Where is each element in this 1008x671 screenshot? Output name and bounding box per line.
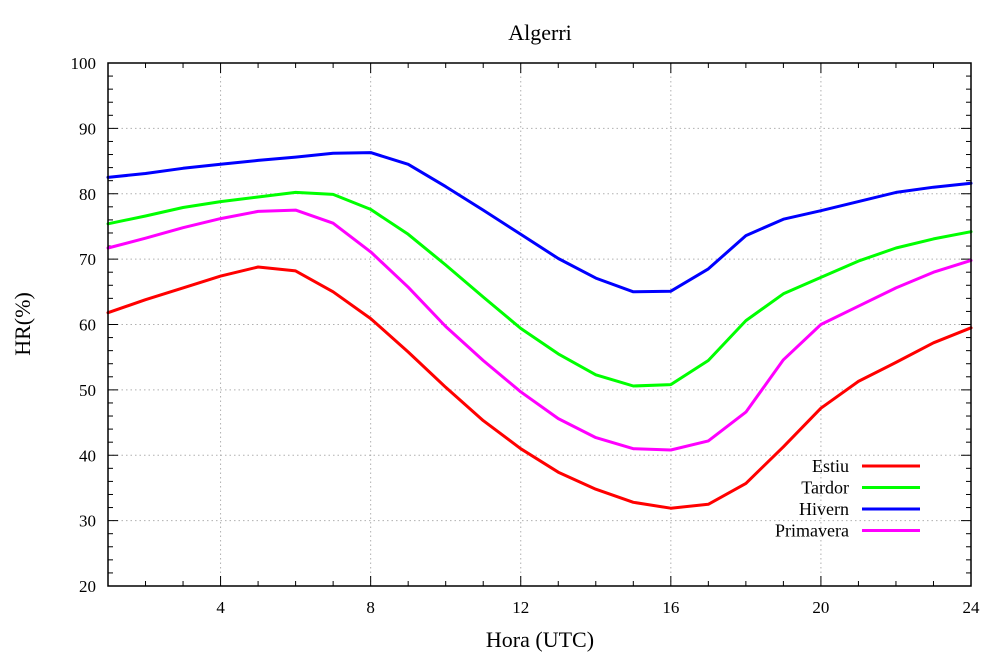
x-tick-label: 4 <box>216 598 225 617</box>
plot-frame <box>107 62 972 587</box>
x-tick-label: 24 <box>963 598 981 617</box>
series-line-hivern <box>106 151 973 294</box>
x-tick-label: 8 <box>366 598 375 617</box>
y-tick-label: 60 <box>79 316 96 335</box>
series-line-primavera <box>106 208 973 452</box>
x-axis-tick-labels: 4 8 12 16 20 24 <box>216 598 980 617</box>
legend-label-estiu: Estiu <box>812 456 849 476</box>
series-line-estiu <box>106 265 973 510</box>
legend-label-tardor: Tardor <box>801 478 849 498</box>
y-tick-label: 30 <box>79 512 96 531</box>
y-axis-label: HR(%) <box>10 292 35 356</box>
series-line-tardor <box>106 190 973 388</box>
y-tick-label: 100 <box>71 54 97 73</box>
y-tick-label: 40 <box>79 446 96 465</box>
x-axis-label: Hora (UTC) <box>486 627 594 652</box>
data-series <box>106 151 973 510</box>
x-tick-label: 12 <box>512 598 529 617</box>
y-axis-tick-labels: 20 30 40 50 60 70 80 90 100 <box>71 54 97 596</box>
legend-label-primavera: Primavera <box>775 521 849 541</box>
y-tick-label: 50 <box>79 381 96 400</box>
y-tick-label: 20 <box>79 577 96 596</box>
y-tick-label: 70 <box>79 250 96 269</box>
y-tick-label: 90 <box>79 119 96 138</box>
x-tick-label: 16 <box>662 598 679 617</box>
x-tick-label: 20 <box>812 598 829 617</box>
chart-title: Algerri <box>508 20 572 45</box>
legend-label-hivern: Hivern <box>799 499 849 519</box>
y-tick-label: 80 <box>79 185 96 204</box>
